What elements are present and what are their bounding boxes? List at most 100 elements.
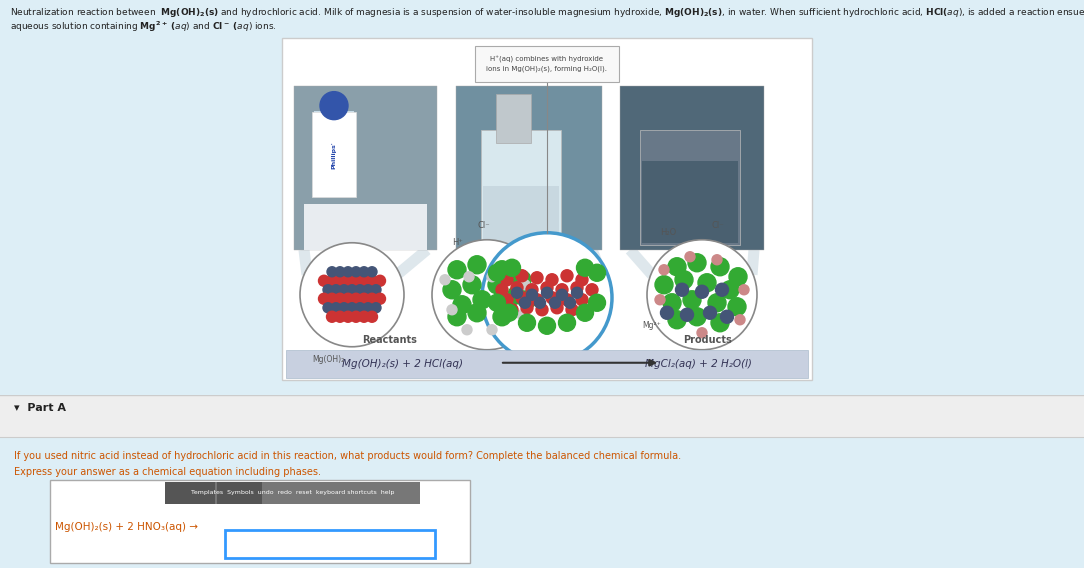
Circle shape	[519, 297, 530, 308]
Circle shape	[371, 303, 380, 313]
Circle shape	[448, 308, 466, 326]
Circle shape	[433, 240, 542, 350]
Circle shape	[503, 259, 520, 276]
FancyBboxPatch shape	[225, 530, 435, 558]
Circle shape	[359, 293, 370, 304]
Circle shape	[506, 304, 518, 316]
Circle shape	[508, 286, 526, 304]
Circle shape	[487, 272, 496, 282]
Circle shape	[300, 243, 404, 346]
Circle shape	[347, 303, 357, 313]
Circle shape	[655, 275, 673, 294]
Circle shape	[696, 285, 709, 298]
Text: Express your answer as a chemical equation including phases.: Express your answer as a chemical equati…	[14, 467, 321, 477]
FancyBboxPatch shape	[456, 86, 602, 250]
Circle shape	[550, 297, 560, 308]
Circle shape	[683, 291, 701, 309]
FancyBboxPatch shape	[314, 111, 354, 193]
FancyBboxPatch shape	[165, 482, 215, 504]
Circle shape	[546, 274, 558, 286]
Circle shape	[565, 297, 576, 308]
Circle shape	[697, 328, 707, 338]
Circle shape	[319, 275, 330, 286]
Circle shape	[660, 306, 673, 319]
Circle shape	[704, 306, 717, 319]
FancyBboxPatch shape	[217, 482, 262, 504]
Circle shape	[546, 292, 558, 304]
Circle shape	[535, 304, 549, 316]
Circle shape	[566, 304, 578, 316]
FancyBboxPatch shape	[304, 204, 427, 250]
Circle shape	[350, 293, 361, 304]
Circle shape	[542, 287, 553, 298]
Circle shape	[728, 298, 746, 316]
Circle shape	[440, 275, 450, 285]
Circle shape	[374, 275, 386, 286]
Circle shape	[496, 284, 508, 296]
Circle shape	[482, 233, 612, 363]
Text: If you used nitric acid instead of hydrochloric acid in this reaction, what prod: If you used nitric acid instead of hydro…	[14, 451, 681, 461]
Circle shape	[339, 285, 349, 295]
Circle shape	[708, 294, 726, 312]
Circle shape	[363, 303, 373, 313]
Text: Products: Products	[683, 335, 732, 345]
Circle shape	[493, 261, 511, 279]
Circle shape	[323, 285, 333, 295]
Circle shape	[323, 303, 333, 313]
Text: Neutralization reaction between  $\bf{Mg(OH)_2(s)}$ and hydrochloric acid. Milk : Neutralization reaction between $\bf{Mg(…	[10, 6, 1084, 19]
Circle shape	[487, 325, 496, 335]
Circle shape	[675, 283, 688, 296]
Circle shape	[468, 256, 486, 274]
Circle shape	[363, 285, 373, 295]
FancyBboxPatch shape	[642, 161, 738, 243]
FancyBboxPatch shape	[312, 112, 356, 197]
Text: Mg²⁺: Mg²⁺	[642, 321, 661, 330]
Circle shape	[576, 274, 588, 286]
Circle shape	[715, 283, 728, 296]
Circle shape	[589, 264, 606, 281]
Text: Cl⁻: Cl⁻	[477, 221, 490, 230]
Circle shape	[516, 292, 528, 304]
Text: ▾  Part A: ▾ Part A	[14, 403, 66, 413]
Circle shape	[489, 264, 505, 281]
FancyBboxPatch shape	[620, 86, 764, 250]
Circle shape	[534, 297, 545, 308]
Circle shape	[539, 318, 555, 334]
Circle shape	[681, 308, 694, 321]
Circle shape	[339, 303, 349, 313]
Circle shape	[562, 294, 573, 306]
Circle shape	[721, 310, 734, 323]
Circle shape	[711, 258, 730, 275]
Text: Phillips': Phillips'	[332, 141, 336, 169]
Circle shape	[347, 285, 357, 295]
Circle shape	[730, 268, 747, 286]
Circle shape	[688, 308, 706, 326]
Circle shape	[374, 293, 386, 304]
Circle shape	[366, 275, 377, 286]
Circle shape	[711, 314, 730, 332]
Circle shape	[464, 272, 474, 282]
Circle shape	[350, 275, 361, 286]
Circle shape	[518, 314, 535, 331]
Circle shape	[359, 275, 370, 286]
Circle shape	[335, 275, 346, 286]
Circle shape	[501, 294, 513, 306]
FancyBboxPatch shape	[483, 186, 559, 244]
Circle shape	[359, 311, 370, 322]
Circle shape	[511, 282, 522, 294]
Circle shape	[739, 285, 749, 295]
Circle shape	[351, 267, 361, 277]
Text: H⁺(aq) combines with hydroxide
ions in Mg(OH)₂(s), forming H₂O(l).: H⁺(aq) combines with hydroxide ions in M…	[487, 56, 607, 72]
Text: Mg(OH)₂(s) + 2 HCl(aq): Mg(OH)₂(s) + 2 HCl(aq)	[341, 359, 463, 369]
Circle shape	[493, 308, 511, 326]
Circle shape	[473, 291, 491, 309]
Text: H₂O: H₂O	[660, 228, 676, 237]
Circle shape	[354, 303, 365, 313]
Circle shape	[735, 315, 745, 325]
Circle shape	[647, 240, 757, 350]
FancyBboxPatch shape	[496, 94, 531, 143]
Circle shape	[556, 284, 568, 296]
Circle shape	[335, 267, 345, 277]
Circle shape	[326, 293, 337, 304]
Circle shape	[343, 311, 353, 322]
